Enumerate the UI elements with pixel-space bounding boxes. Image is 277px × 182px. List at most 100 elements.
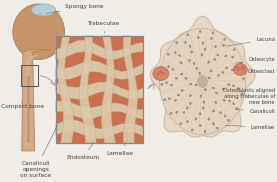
Ellipse shape — [170, 112, 172, 114]
Ellipse shape — [183, 58, 222, 105]
Ellipse shape — [204, 48, 206, 50]
Ellipse shape — [214, 58, 216, 61]
Text: Osteoblasts aligned
along trabeculae of
new bone: Osteoblasts aligned along trabeculae of … — [223, 88, 275, 105]
Ellipse shape — [242, 78, 245, 79]
Ellipse shape — [163, 99, 166, 101]
Ellipse shape — [227, 119, 230, 121]
Ellipse shape — [220, 112, 222, 114]
Ellipse shape — [162, 68, 164, 70]
Ellipse shape — [176, 41, 178, 44]
Ellipse shape — [174, 52, 176, 54]
Ellipse shape — [167, 66, 170, 68]
Ellipse shape — [215, 101, 217, 104]
Ellipse shape — [179, 122, 181, 125]
Ellipse shape — [196, 67, 198, 70]
Ellipse shape — [225, 67, 228, 69]
Ellipse shape — [225, 55, 227, 57]
Ellipse shape — [185, 78, 187, 79]
Ellipse shape — [164, 34, 241, 129]
Ellipse shape — [237, 71, 239, 73]
Ellipse shape — [186, 120, 188, 123]
Text: Endosteum: Endosteum — [67, 142, 100, 160]
Ellipse shape — [174, 99, 176, 101]
Bar — [21, 65, 38, 86]
Ellipse shape — [233, 103, 235, 105]
Ellipse shape — [191, 51, 193, 53]
Ellipse shape — [200, 95, 202, 97]
Ellipse shape — [177, 94, 180, 96]
Ellipse shape — [176, 111, 178, 113]
Ellipse shape — [204, 130, 206, 133]
Ellipse shape — [198, 76, 207, 87]
Polygon shape — [56, 82, 143, 99]
Ellipse shape — [188, 64, 217, 99]
Ellipse shape — [233, 49, 235, 51]
Ellipse shape — [224, 38, 225, 40]
Ellipse shape — [202, 107, 204, 109]
Ellipse shape — [201, 54, 203, 56]
Ellipse shape — [231, 69, 234, 71]
Text: Osteoclast: Osteoclast — [240, 69, 275, 74]
Ellipse shape — [202, 42, 204, 44]
Ellipse shape — [213, 110, 214, 112]
Polygon shape — [58, 36, 74, 143]
Ellipse shape — [222, 72, 224, 74]
Ellipse shape — [212, 87, 214, 89]
Ellipse shape — [237, 69, 240, 71]
Ellipse shape — [237, 88, 239, 89]
Text: Lamellae: Lamellae — [225, 125, 275, 130]
Ellipse shape — [241, 93, 243, 95]
Polygon shape — [79, 36, 96, 143]
Ellipse shape — [199, 112, 201, 115]
Ellipse shape — [199, 30, 201, 33]
Ellipse shape — [168, 98, 171, 100]
Ellipse shape — [162, 72, 165, 74]
Ellipse shape — [183, 111, 185, 113]
Ellipse shape — [175, 78, 178, 79]
Ellipse shape — [181, 73, 183, 75]
Ellipse shape — [167, 53, 169, 55]
Ellipse shape — [228, 84, 230, 85]
Ellipse shape — [222, 88, 225, 90]
Polygon shape — [101, 36, 116, 143]
Ellipse shape — [195, 118, 197, 120]
Ellipse shape — [208, 77, 211, 79]
Ellipse shape — [242, 68, 245, 70]
Ellipse shape — [195, 84, 197, 86]
Text: Osteocyte: Osteocyte — [235, 57, 275, 63]
Polygon shape — [22, 50, 51, 151]
Ellipse shape — [241, 66, 244, 68]
Polygon shape — [56, 101, 143, 119]
Text: Canaliculi: Canaliculi — [235, 109, 275, 114]
Ellipse shape — [159, 71, 162, 73]
Ellipse shape — [180, 62, 182, 64]
Ellipse shape — [165, 82, 168, 84]
Ellipse shape — [153, 67, 169, 80]
Ellipse shape — [174, 46, 231, 117]
Ellipse shape — [215, 45, 216, 48]
Ellipse shape — [204, 88, 206, 91]
Text: Lacuna: Lacuna — [225, 37, 275, 46]
Ellipse shape — [236, 108, 238, 110]
Ellipse shape — [13, 4, 65, 60]
Bar — [56, 36, 143, 143]
Ellipse shape — [239, 62, 242, 64]
Ellipse shape — [32, 4, 56, 16]
Text: Trabeculae: Trabeculae — [87, 21, 119, 33]
Ellipse shape — [215, 92, 218, 94]
Text: Canaliculi
openings
on surface: Canaliculi openings on surface — [20, 126, 57, 177]
Ellipse shape — [189, 45, 191, 48]
Ellipse shape — [170, 84, 173, 86]
Ellipse shape — [181, 90, 183, 91]
Polygon shape — [56, 40, 143, 60]
Polygon shape — [56, 61, 143, 79]
Ellipse shape — [193, 70, 212, 93]
Ellipse shape — [233, 64, 247, 76]
Ellipse shape — [157, 73, 160, 75]
Ellipse shape — [222, 44, 224, 47]
Ellipse shape — [217, 127, 218, 129]
Ellipse shape — [217, 74, 220, 76]
Ellipse shape — [189, 83, 192, 85]
Polygon shape — [150, 16, 255, 137]
Ellipse shape — [185, 41, 187, 43]
